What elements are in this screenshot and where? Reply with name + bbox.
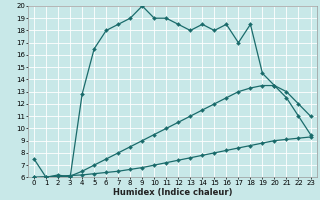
X-axis label: Humidex (Indice chaleur): Humidex (Indice chaleur) bbox=[113, 188, 232, 197]
